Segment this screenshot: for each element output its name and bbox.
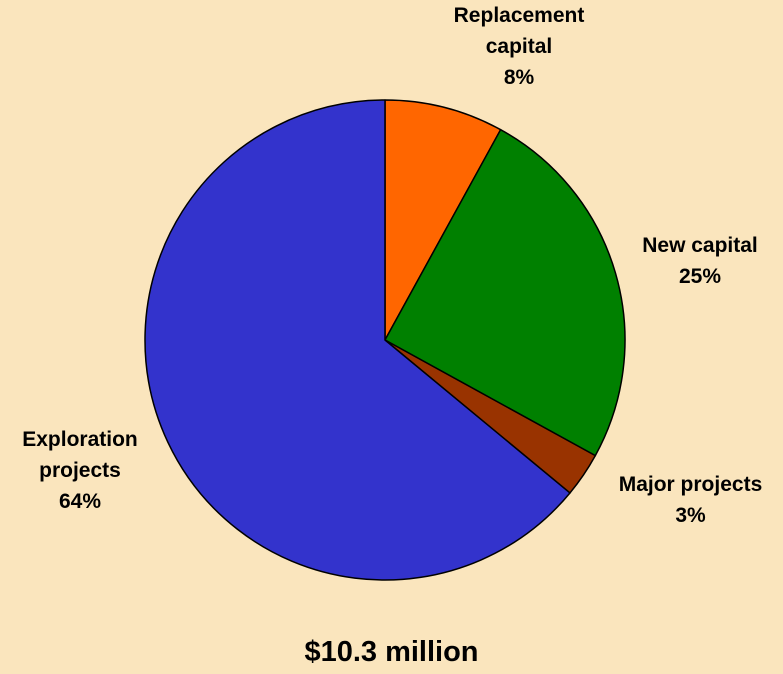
value-label: 25%: [678, 265, 722, 288]
pie-slice: [144, 99, 571, 581]
category-label: Major projects: [618, 473, 763, 496]
pie-slice: [384, 99, 502, 341]
slice-label: Replacement capital 8%: [429, 0, 609, 93]
category-label: Replacement capital: [453, 4, 585, 58]
pie-slice: [384, 128, 626, 457]
slice-label: Exploration projects 64%: [0, 424, 160, 517]
value-label: 3%: [675, 504, 706, 527]
slice-label: Major projects 3%: [583, 469, 783, 531]
category-label: New capital: [642, 234, 758, 257]
value-label: 64%: [58, 490, 102, 513]
slice-label: New capital 25%: [600, 230, 783, 292]
category-label: Exploration projects: [22, 428, 138, 482]
chart-title: $10.3 million: [304, 636, 479, 668]
value-label: 8%: [503, 66, 535, 89]
